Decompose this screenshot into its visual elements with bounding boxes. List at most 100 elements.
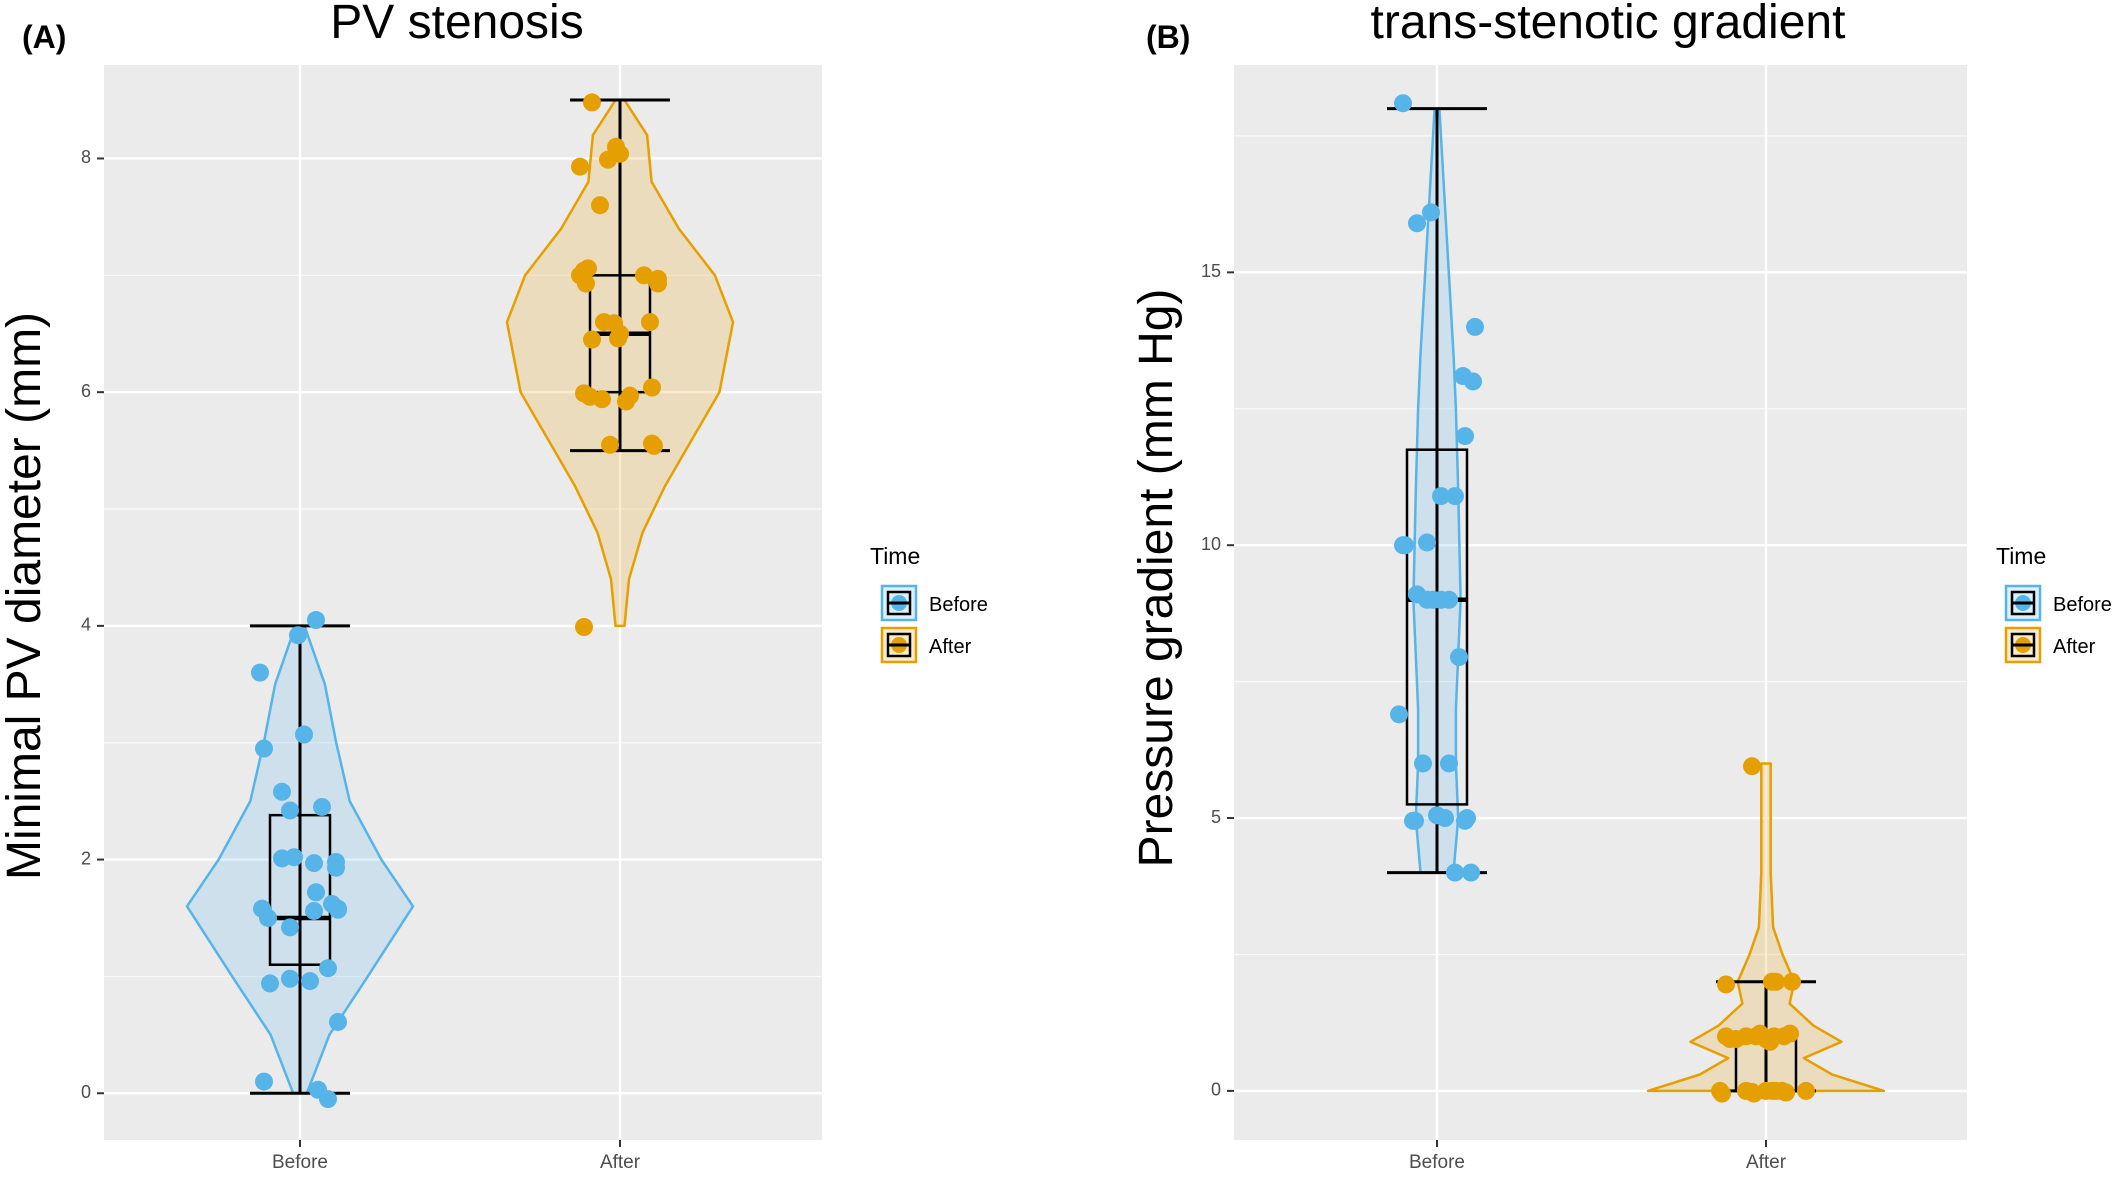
data-point-after: [617, 392, 635, 411]
panel-b-legend-key-before: [2004, 584, 2042, 622]
data-point-before: [1406, 811, 1424, 830]
panel-a-y-tick-label: 6: [81, 381, 91, 401]
panel-b-y-tick-label: 5: [1211, 807, 1221, 827]
panel-b-y-ticks: 0 5 10 15: [1201, 261, 1234, 1100]
panel-b-legend-label-after: After: [2053, 636, 2096, 658]
data-point-after: [1743, 757, 1761, 776]
panel-a-label: (A): [22, 19, 66, 55]
data-point-before: [1418, 533, 1436, 552]
panel-a-y-tick-label: 8: [81, 147, 91, 167]
data-point-before: [1390, 705, 1408, 724]
data-point-after: [591, 196, 609, 215]
data-point-after: [1781, 1024, 1799, 1043]
panel-a-y-tick-label: 4: [81, 615, 91, 635]
panel-a-legend-title: Time: [870, 543, 920, 569]
data-point-before: [319, 959, 337, 978]
data-point-after: [583, 93, 601, 112]
violin-after: [1646, 762, 1886, 1093]
data-point-before: [1394, 94, 1412, 113]
data-point-after: [593, 390, 611, 409]
data-point-before: [305, 901, 323, 920]
data-point-after: [601, 435, 619, 454]
data-point-before: [295, 725, 313, 744]
data-point-before: [313, 797, 331, 816]
boxplot-box: [1405, 448, 1469, 806]
data-point-before: [305, 854, 323, 873]
data-point-after: [571, 157, 589, 176]
boxplot-box: [268, 813, 332, 966]
panel-a-x-tick-label-before: Before: [272, 1152, 328, 1173]
panel-a: (A) PV stenosis Minimal PV diameter (mm)…: [0, 0, 988, 1173]
data-point-before: [1436, 809, 1454, 828]
data-point-before: [329, 899, 347, 918]
panel-a-y-axis-label: Minimal PV diameter (mm): [0, 312, 51, 880]
data-point-before: [1446, 487, 1464, 506]
data-point-after: [609, 329, 627, 348]
data-point-after: [577, 274, 595, 293]
data-point-before: [1464, 372, 1482, 391]
panel-a-legend: Time Before After: [870, 543, 988, 664]
panel-a-y-tick-label: 0: [81, 1082, 91, 1102]
data-point-after: [1767, 972, 1785, 991]
data-point-after: [1713, 1084, 1731, 1103]
panel-b-legend-label-before: Before: [2053, 594, 2112, 616]
panel-b-plot-background: [1234, 65, 1967, 1140]
data-point-before: [301, 972, 319, 991]
data-point-before: [255, 1072, 273, 1091]
data-point-before: [281, 801, 299, 820]
data-point-before: [1414, 754, 1432, 773]
data-point-after: [635, 266, 653, 285]
data-point-before: [1450, 648, 1468, 667]
data-point-before: [281, 918, 299, 937]
data-point-after: [1717, 975, 1735, 994]
data-point-before: [259, 908, 277, 927]
data-point-before: [251, 663, 269, 682]
panel-b-y-tick-label: 10: [1201, 534, 1221, 554]
data-point-before: [1408, 214, 1426, 233]
panel-b-y-axis-label: Pressure gradient (mm Hg): [1130, 289, 1183, 868]
data-point-before: [1440, 590, 1458, 609]
panel-b-title: trans-stenotic gradient: [1371, 0, 1846, 49]
data-point-after: [649, 274, 667, 293]
data-point-before: [1458, 809, 1476, 828]
panel-b-x-tick-label-after: After: [1746, 1152, 1787, 1173]
data-point-after: [645, 436, 663, 455]
data-point-before: [319, 1090, 337, 1109]
panel-a-title: PV stenosis: [330, 0, 583, 49]
panel-a-legend-label-before: Before: [929, 594, 988, 616]
data-point-after: [1797, 1081, 1815, 1100]
panel-b-x-tick-label-before: Before: [1409, 1152, 1465, 1173]
data-point-after: [643, 378, 661, 397]
data-point-before: [1446, 863, 1464, 882]
data-point-before: [1432, 487, 1450, 506]
panel-a-x-tick-label-after: After: [600, 1152, 641, 1173]
panel-a-plot-background: [104, 65, 822, 1140]
data-point-before: [1440, 754, 1458, 773]
data-point-before: [285, 848, 303, 867]
panel-b-y-tick-label: 15: [1201, 261, 1221, 281]
panel-b-legend-title: Time: [1996, 543, 2046, 569]
data-point-before: [1424, 590, 1442, 609]
panel-b-label: (B): [1146, 19, 1190, 55]
panel-b-x-ticks: Before After: [1409, 1140, 1787, 1173]
data-point-after: [599, 150, 617, 169]
data-point-after: [583, 330, 601, 349]
panel-b-legend-key-after: [2004, 626, 2042, 664]
panel-b: (B) trans-stenotic gradient Pressure gra…: [1130, 0, 2112, 1173]
panel-b-y-tick-label: 0: [1211, 1080, 1221, 1100]
data-point-after: [641, 313, 659, 332]
panel-b-legend: Time Before After: [1996, 543, 2112, 664]
panel-a-y-ticks: 0 2 4 6 8: [81, 147, 104, 1102]
data-point-before: [327, 858, 345, 877]
data-point-before: [307, 883, 325, 902]
data-point-before: [255, 739, 273, 758]
data-point-before: [1456, 427, 1474, 446]
panel-a-x-ticks: Before After: [272, 1140, 641, 1173]
data-point-before: [307, 611, 325, 630]
data-point-before: [1422, 203, 1440, 222]
data-point-before: [261, 974, 279, 993]
data-point-before: [1462, 863, 1480, 882]
data-point-after: [575, 618, 593, 637]
